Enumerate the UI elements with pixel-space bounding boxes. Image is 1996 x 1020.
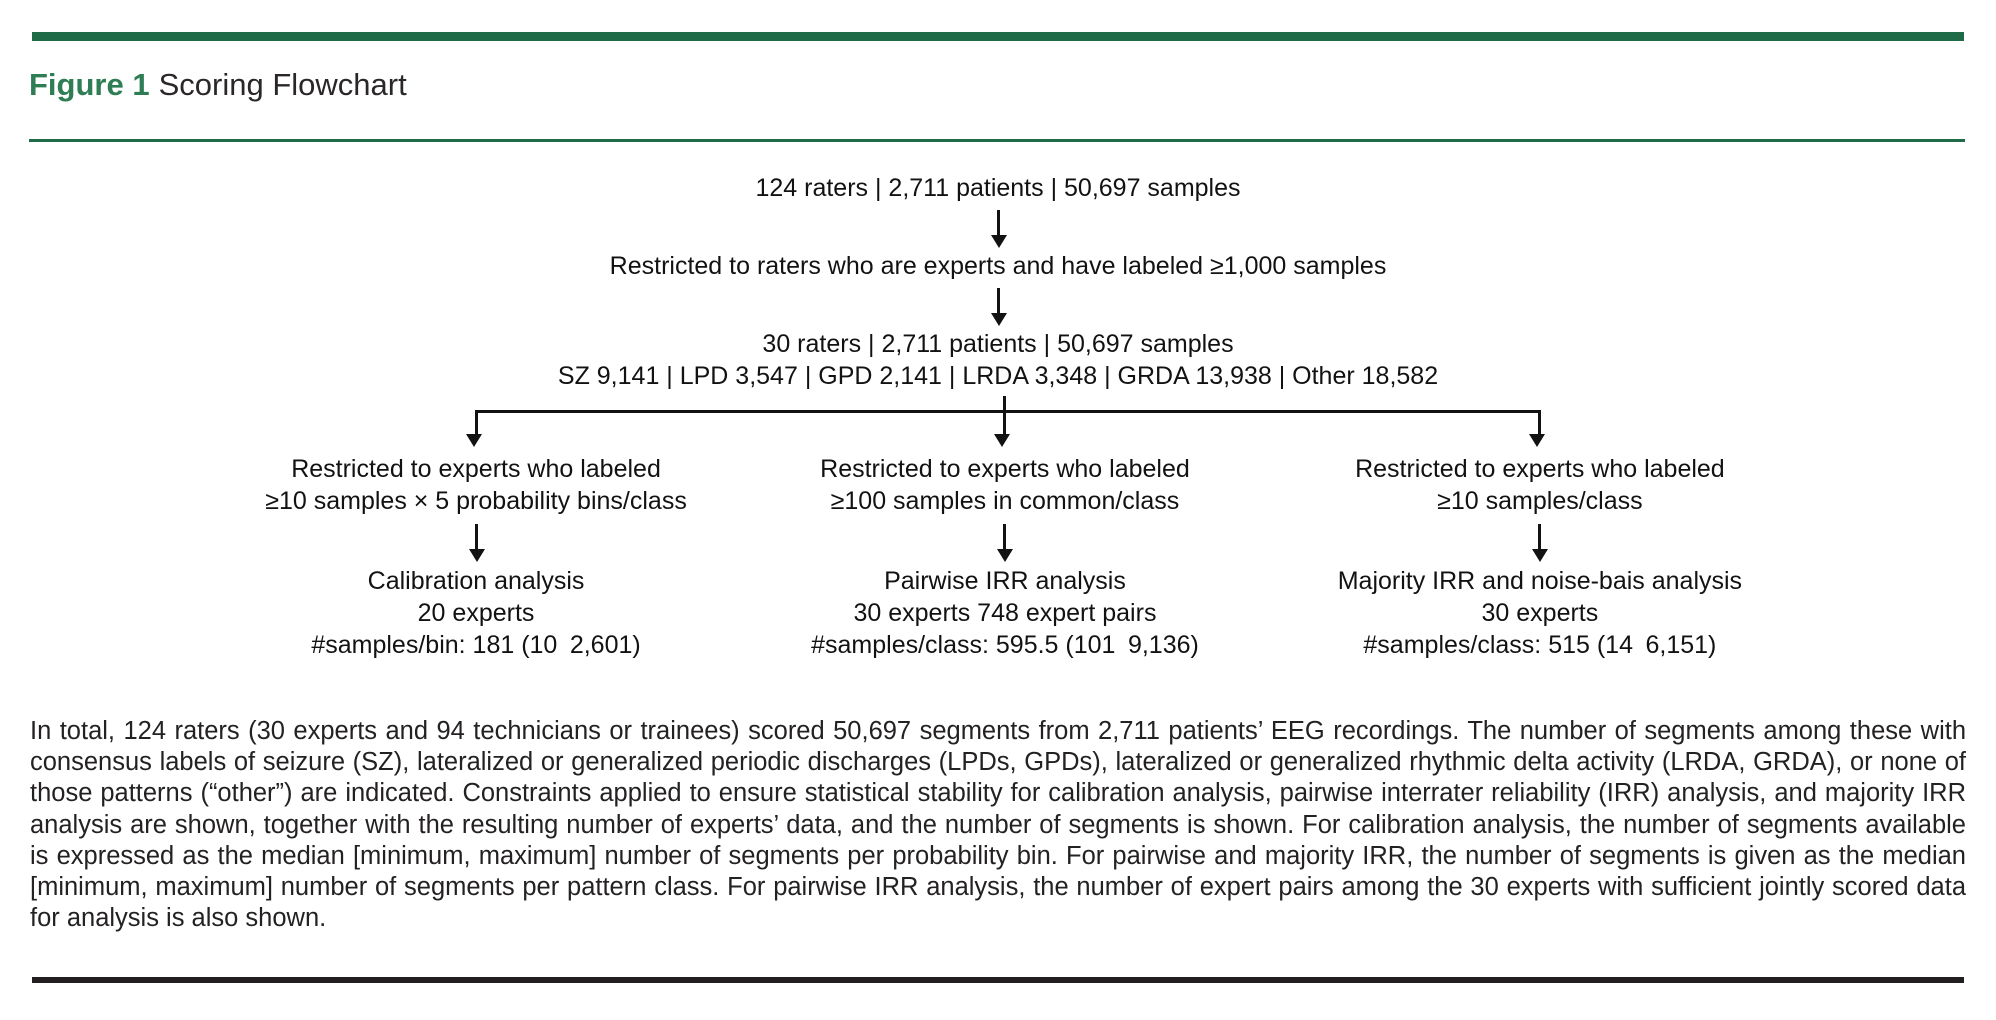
down-arrow-connector: [468, 524, 485, 562]
branch-connector: [0, 396, 1996, 451]
title-rule: [29, 139, 1965, 142]
flow-node-expert-totals-line2: SZ 9,141 | LPD 3,547 | GPD 2,141 | LRDA …: [557, 362, 1439, 390]
flow-node-restricted-raters-text: Restricted to raters who are experts and…: [609, 252, 1387, 280]
bottom-rule: [32, 977, 1964, 983]
result-majority-irr: Majority IRR and noise-bais analysis 30 …: [1171, 565, 1910, 661]
branch-row: Restricted to experts who labeled ≥10 sa…: [0, 451, 1996, 691]
result-calibration-line3: #samples/bin: 181 (10 2,601): [311, 631, 641, 659]
figure-label: Figure 1: [29, 67, 150, 102]
restriction-majority-irr: Restricted to experts who labeled ≥10 sa…: [1171, 453, 1910, 517]
restriction-majority-line1: Restricted to experts who labeled: [1355, 455, 1725, 483]
down-arrow-connector: [997, 524, 1014, 562]
result-calibration-line1: Calibration analysis: [367, 567, 585, 595]
branch-majority-irr: Restricted to experts who labeled ≥10 sa…: [1171, 453, 1910, 661]
down-arrow-connector: [990, 210, 1007, 248]
figure-title: Scoring Flowchart: [158, 67, 407, 102]
flow-node-restricted-raters: Restricted to raters who are experts and…: [0, 250, 1996, 282]
figure-caption: In total, 124 raters (30 experts and 94 …: [30, 717, 1966, 933]
restriction-pairwise-line1: Restricted to experts who labeled: [820, 455, 1190, 483]
branch-down-arrow-left: [465, 410, 482, 447]
result-calibration: Calibration analysis 20 experts #samples…: [107, 565, 846, 661]
result-pairwise-line2: 30 experts 748 expert pairs: [853, 599, 1157, 627]
restriction-pairwise-line2: ≥100 samples in common/class: [830, 487, 1180, 515]
restriction-calibration-line2: ≥10 samples × 5 probability bins/class: [265, 487, 687, 515]
branch-stub-line: [1003, 396, 1007, 410]
scoring-flowchart: 124 raters | 2,711 patients | 50,697 sam…: [0, 172, 1996, 691]
result-majority-line2: 30 experts: [1481, 599, 1599, 627]
restriction-calibration-line1: Restricted to experts who labeled: [291, 455, 661, 483]
figure-header: Figure 1 Scoring Flowchart: [29, 66, 407, 104]
result-calibration-line2: 20 experts: [417, 599, 535, 627]
branch-calibration: Restricted to experts who labeled ≥10 sa…: [107, 453, 846, 661]
flow-node-expert-totals: 30 raters | 2,711 patients | 50,697 samp…: [0, 328, 1996, 392]
flow-node-totals: 124 raters | 2,711 patients | 50,697 sam…: [0, 172, 1996, 204]
restriction-calibration: Restricted to experts who labeled ≥10 sa…: [107, 453, 846, 517]
down-arrow-connector: [1532, 524, 1549, 562]
restriction-majority-line2: ≥10 samples/class: [1437, 487, 1643, 515]
branch-down-arrow-center: [994, 410, 1011, 447]
down-arrow-connector: [990, 288, 1007, 326]
branch-down-arrow-right: [1529, 410, 1546, 447]
result-majority-line1: Majority IRR and noise-bais analysis: [1337, 567, 1743, 595]
flow-node-totals-text: 124 raters | 2,711 patients | 50,697 sam…: [755, 174, 1241, 202]
restriction-pairwise-irr: Restricted to experts who labeled ≥100 s…: [636, 453, 1375, 517]
branch-horizontal-line: [476, 410, 1540, 413]
result-pairwise-line1: Pairwise IRR analysis: [884, 567, 1126, 595]
result-pairwise-line3: #samples/class: 595.5 (101 9,136): [811, 631, 1199, 659]
result-pairwise-irr: Pairwise IRR analysis 30 experts 748 exp…: [636, 565, 1375, 661]
branch-pairwise-irr: Restricted to experts who labeled ≥100 s…: [636, 453, 1375, 661]
top-green-bar: [32, 32, 1964, 41]
flow-node-expert-totals-line1: 30 raters | 2,711 patients | 50,697 samp…: [762, 330, 1234, 358]
result-majority-line3: #samples/class: 515 (14 6,151): [1363, 631, 1717, 659]
